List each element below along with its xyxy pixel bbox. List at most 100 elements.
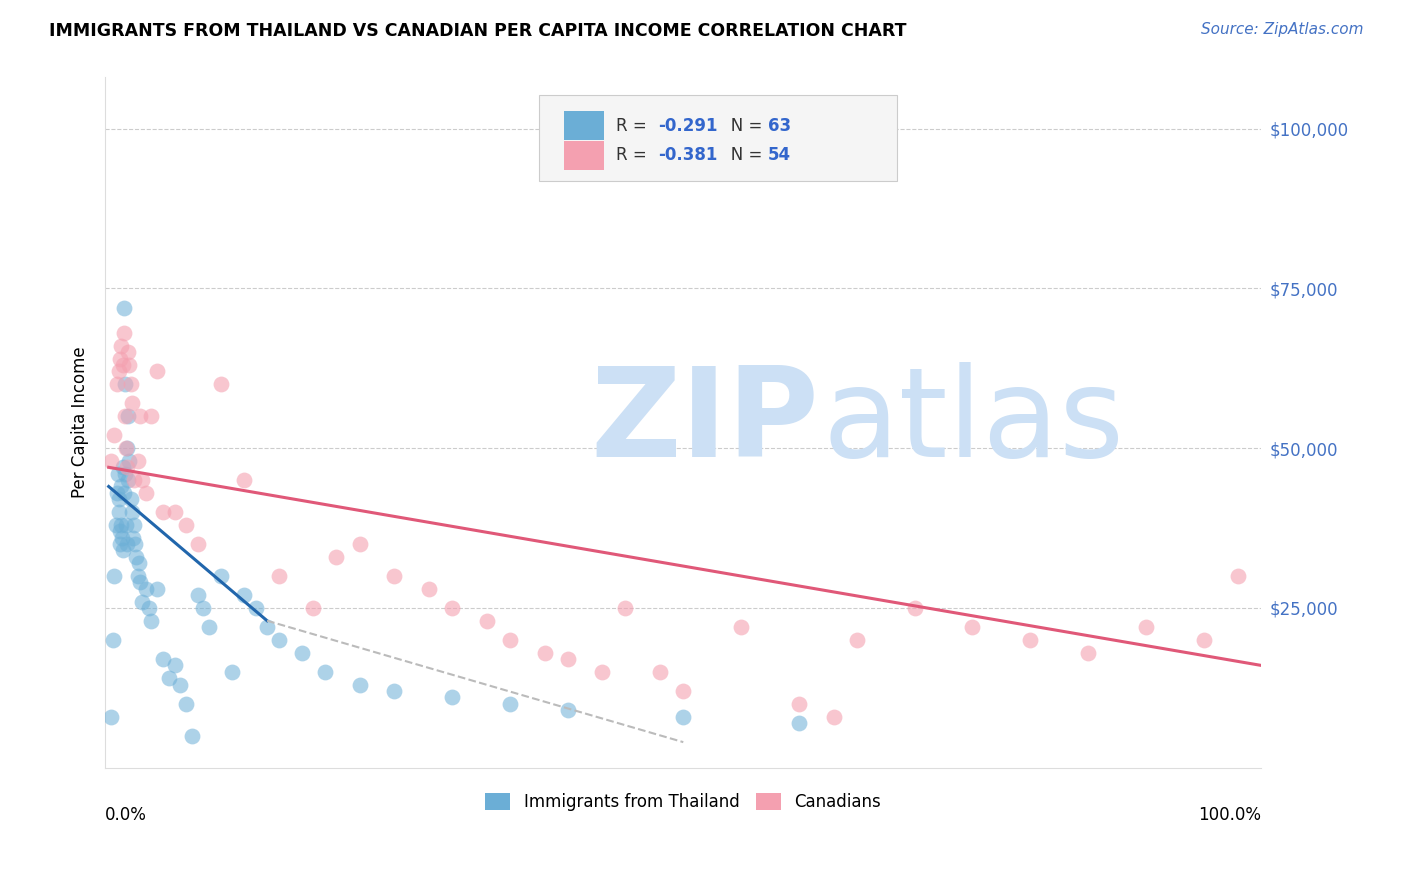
Point: [221, 665, 243, 679]
Point: [105, 486, 128, 500]
Point: [146, 582, 169, 596]
Text: -0.381: -0.381: [658, 146, 717, 164]
Point: [108, 524, 131, 539]
Point: [121, 396, 143, 410]
Legend: Immigrants from Thailand, Canadians: Immigrants from Thailand, Canadians: [478, 787, 887, 818]
Point: [557, 703, 579, 717]
Point: [121, 505, 143, 519]
Text: atlas: atlas: [823, 362, 1125, 483]
Text: 100.0%: 100.0%: [1198, 805, 1261, 823]
Point: [325, 549, 347, 564]
Point: [114, 377, 136, 392]
Point: [1077, 646, 1099, 660]
Text: R =: R =: [616, 117, 652, 135]
Point: [152, 652, 174, 666]
Point: [124, 537, 146, 551]
Point: [111, 543, 134, 558]
Point: [118, 454, 141, 468]
Point: [108, 364, 131, 378]
Point: [1019, 632, 1042, 647]
Point: [152, 505, 174, 519]
Point: [103, 569, 125, 583]
Point: [382, 684, 405, 698]
Point: [146, 364, 169, 378]
Text: -0.291: -0.291: [658, 117, 717, 135]
Point: [112, 460, 135, 475]
Point: [650, 665, 672, 679]
Point: [591, 665, 613, 679]
Point: [382, 569, 405, 583]
Point: [100, 709, 122, 723]
Point: [112, 326, 135, 340]
Text: 0.0%: 0.0%: [105, 805, 148, 823]
Point: [845, 632, 868, 647]
Point: [115, 441, 138, 455]
Point: [103, 428, 125, 442]
Point: [110, 537, 132, 551]
Point: [441, 690, 464, 705]
Point: [787, 697, 810, 711]
Point: [117, 473, 139, 487]
Point: [141, 614, 163, 628]
Point: [903, 601, 925, 615]
Point: [110, 517, 132, 532]
Point: [115, 441, 138, 455]
Point: [108, 505, 131, 519]
Point: [118, 358, 141, 372]
Point: [614, 601, 637, 615]
Point: [441, 601, 464, 615]
Point: [107, 467, 129, 481]
Point: [122, 531, 145, 545]
Point: [135, 582, 157, 596]
Point: [120, 377, 142, 392]
Point: [115, 537, 138, 551]
Point: [302, 601, 325, 615]
Point: [105, 377, 128, 392]
Point: [962, 620, 984, 634]
Text: N =: N =: [714, 146, 768, 164]
Point: [110, 339, 132, 353]
Point: [256, 620, 278, 634]
Text: 54: 54: [768, 146, 790, 164]
FancyBboxPatch shape: [538, 95, 897, 181]
Point: [233, 588, 256, 602]
Point: [349, 537, 371, 551]
Point: [122, 473, 145, 487]
Point: [117, 345, 139, 359]
Point: [115, 517, 138, 532]
Point: [1192, 632, 1215, 647]
Text: ZIP: ZIP: [591, 362, 820, 483]
Point: [209, 569, 232, 583]
Point: [107, 492, 129, 507]
Point: [103, 632, 125, 647]
Text: N =: N =: [714, 117, 768, 135]
Point: [169, 678, 191, 692]
Point: [110, 479, 132, 493]
Point: [267, 632, 290, 647]
Point: [100, 454, 122, 468]
Point: [291, 646, 314, 660]
Point: [128, 409, 150, 424]
Point: [157, 671, 180, 685]
Point: [245, 601, 267, 615]
Point: [110, 351, 132, 366]
Point: [174, 517, 197, 532]
Point: [187, 537, 209, 551]
Point: [117, 409, 139, 424]
Point: [125, 549, 148, 564]
Point: [163, 658, 186, 673]
Point: [128, 575, 150, 590]
Point: [111, 358, 134, 372]
Point: [787, 715, 810, 730]
Point: [557, 652, 579, 666]
Point: [112, 301, 135, 315]
Point: [122, 517, 145, 532]
Point: [233, 473, 256, 487]
Point: [823, 709, 845, 723]
Point: [181, 729, 204, 743]
Point: [138, 601, 160, 615]
Text: R =: R =: [616, 146, 652, 164]
Point: [131, 594, 153, 608]
Text: Source: ZipAtlas.com: Source: ZipAtlas.com: [1201, 22, 1364, 37]
Point: [672, 709, 695, 723]
